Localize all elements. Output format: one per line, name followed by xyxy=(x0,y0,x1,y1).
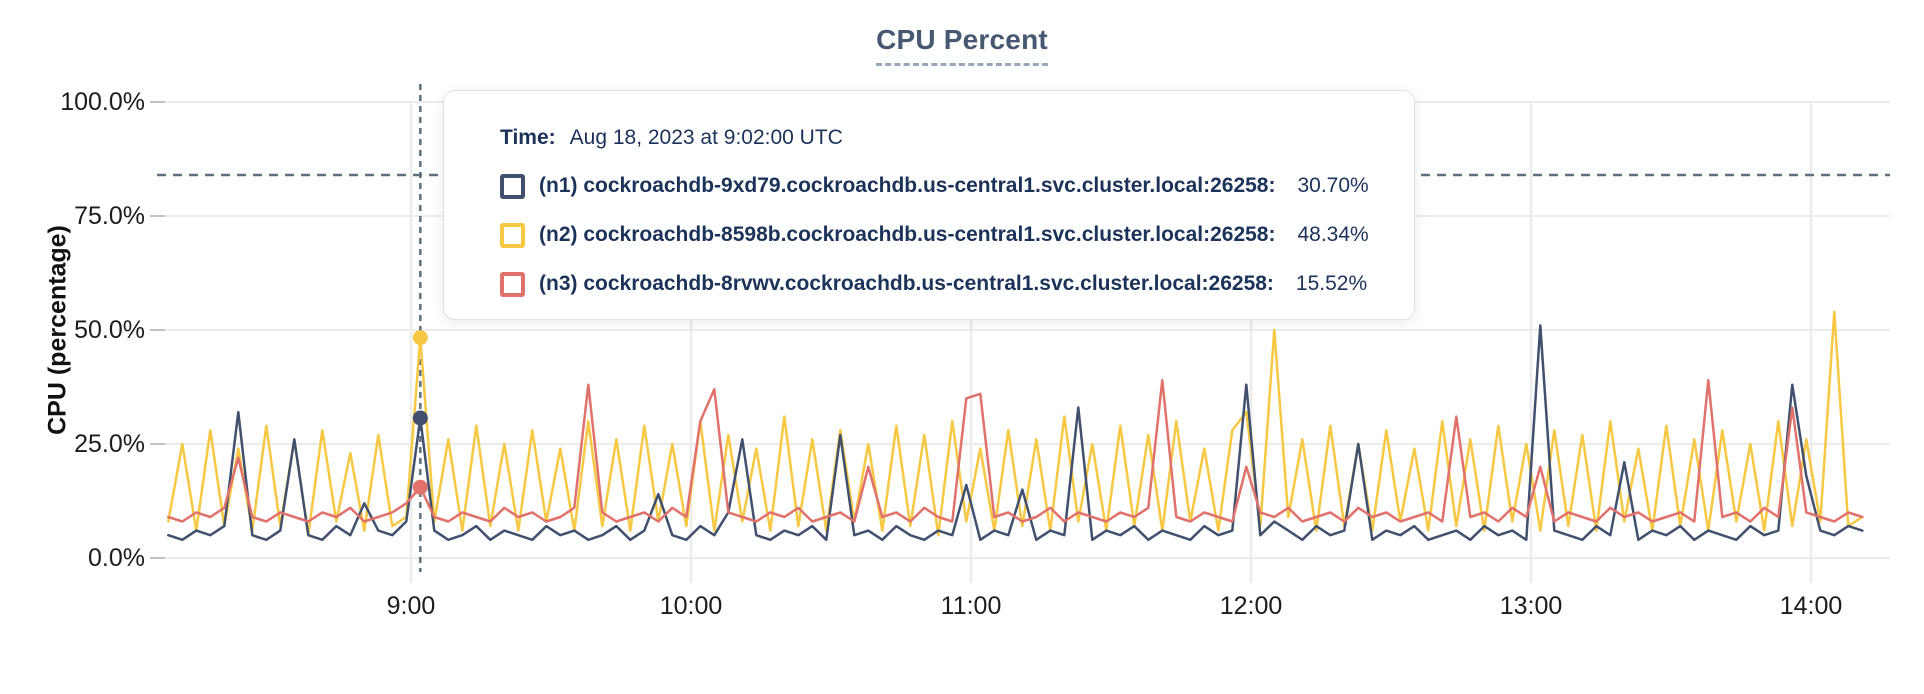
tooltip-legend-row-n1: (n1) cockroachdb-9xd79.cockroachdb.us-ce… xyxy=(500,173,1374,199)
y-tick-label: 25.0% xyxy=(74,430,145,458)
hover-dot-n2 xyxy=(412,330,428,346)
tooltip-legend: (n1) cockroachdb-9xd79.cockroachdb.us-ce… xyxy=(500,173,1374,297)
tooltip-legend-row-n3: (n3) cockroachdb-8rvwv.cockroachdb.us-ce… xyxy=(500,271,1374,297)
legend-value-n2: 48.34% xyxy=(1297,223,1369,246)
chart-tooltip: Time: Aug 18, 2023 at 9:02:00 UTC (n1) c… xyxy=(443,90,1415,320)
x-tick-label: 12:00 xyxy=(1219,592,1283,620)
x-tick-label: 14:00 xyxy=(1779,592,1843,620)
chart-title-row: CPU Percent xyxy=(0,24,1924,66)
chart-title[interactable]: CPU Percent xyxy=(876,24,1048,66)
legend-marker-n3-icon xyxy=(500,271,525,297)
y-tick-label: 0.0% xyxy=(88,544,145,572)
legend-label-n1: (n1) cockroachdb-9xd79.cockroachdb.us-ce… xyxy=(539,174,1276,197)
tooltip-time-label: Time: xyxy=(500,126,556,149)
tooltip-time-row: Time: Aug 18, 2023 at 9:02:00 UTC xyxy=(500,125,1374,151)
legend-marker-n1-icon xyxy=(500,173,525,199)
x-tick-label: 13:00 xyxy=(1499,592,1563,620)
y-tick-label: 75.0% xyxy=(74,202,145,230)
series-line-n3 xyxy=(167,378,1864,523)
x-tick-label: 10:00 xyxy=(659,592,723,620)
x-tick-label: 9:00 xyxy=(386,592,436,620)
tooltip-legend-row-n2: (n2) cockroachdb-8598b.cockroachdb.us-ce… xyxy=(500,222,1374,248)
tooltip-time-value: Aug 18, 2023 at 9:02:00 UTC xyxy=(569,126,843,149)
legend-label-n2: (n2) cockroachdb-8598b.cockroachdb.us-ce… xyxy=(539,223,1276,246)
x-tick-label: 11:00 xyxy=(940,592,1002,620)
series-line-n1 xyxy=(167,324,1864,542)
legend-value-n1: 30.70% xyxy=(1297,174,1369,197)
hover-dot-n1 xyxy=(412,410,428,426)
hover-dot-n3 xyxy=(412,479,428,495)
legend-value-n3: 15.52% xyxy=(1295,272,1368,295)
series-line-n2 xyxy=(167,310,1864,537)
y-tick-label: 100.0% xyxy=(60,88,145,116)
y-tick-label: 50.0% xyxy=(74,316,145,344)
legend-label-n3: (n3) cockroachdb-8rvwv.cockroachdb.us-ce… xyxy=(539,272,1274,295)
legend-marker-n2-icon xyxy=(500,222,525,248)
y-axis-title: CPU (percentage) xyxy=(43,225,72,435)
